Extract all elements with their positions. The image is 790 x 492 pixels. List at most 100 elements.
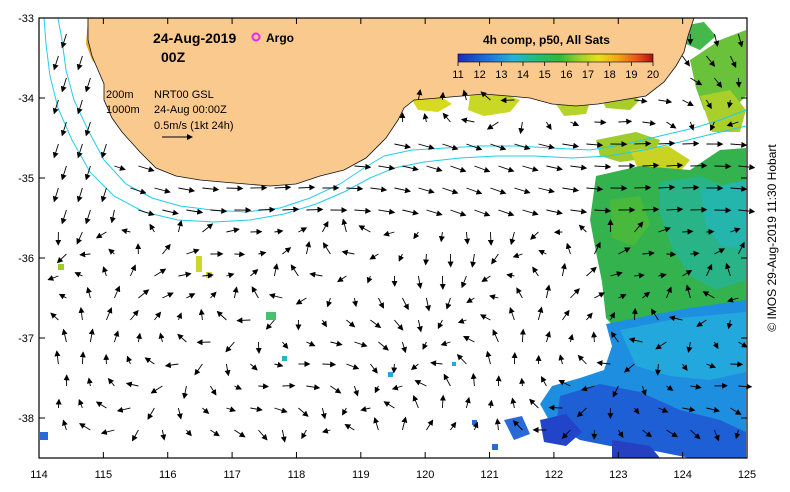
product-name: NRT00 GSL [154, 89, 214, 101]
current-vector [537, 306, 544, 321]
sst-patch [700, 90, 746, 132]
current-vector [418, 143, 435, 150]
current-vector [52, 55, 59, 71]
x-tick-label: 115 [95, 469, 113, 481]
current-vector [147, 407, 155, 420]
current-vector [425, 297, 431, 312]
current-vector [52, 187, 59, 203]
x-tick-label: 116 [159, 469, 177, 481]
current-vector [485, 350, 492, 365]
current-vector [594, 119, 607, 126]
current-vector [107, 377, 115, 387]
current-vector [682, 406, 696, 413]
current-vector [373, 417, 380, 431]
current-vector [514, 187, 531, 195]
contour-label-200m: 200m [106, 89, 134, 101]
current-vector [295, 297, 307, 305]
current-vector [481, 275, 491, 283]
current-vector [634, 184, 652, 191]
current-vector [470, 253, 477, 268]
current-vector [443, 373, 451, 387]
argo-legend-label: Argo [266, 31, 294, 45]
current-vector [383, 401, 395, 409]
current-vector [730, 407, 742, 415]
current-vector [498, 209, 515, 217]
current-vector [545, 331, 551, 343]
current-vector [738, 208, 756, 215]
current-vector [149, 223, 156, 233]
current-vector [690, 429, 701, 440]
current-vector [76, 143, 83, 159]
current-vector [737, 241, 745, 255]
current-vector [618, 293, 627, 300]
current-vector [682, 55, 690, 67]
current-vector [322, 361, 337, 368]
current-vector [570, 288, 580, 299]
current-vector [76, 187, 83, 203]
current-vector [586, 266, 597, 277]
current-vector [76, 55, 83, 71]
current-vector [586, 141, 604, 148]
current-vector [370, 363, 378, 374]
current-vector [76, 99, 83, 115]
current-vector [522, 209, 539, 216]
current-vector [562, 309, 570, 321]
current-vector [236, 317, 251, 324]
current-vector [442, 112, 451, 123]
current-vector [641, 385, 647, 396]
current-vector [402, 209, 419, 216]
current-vector [609, 311, 615, 321]
current-vector [423, 253, 430, 266]
sst-speck [282, 356, 287, 361]
current-vector [546, 209, 563, 216]
current-vector [121, 228, 131, 235]
current-vector [162, 292, 174, 299]
current-vector [690, 383, 702, 390]
current-vector [426, 209, 443, 217]
current-vector [576, 407, 587, 418]
current-vector [84, 165, 91, 181]
current-vector [60, 165, 67, 181]
current-vector [530, 231, 539, 240]
current-vector [178, 187, 196, 193]
y-tick-label: -36 [18, 253, 34, 265]
current-vector [226, 272, 235, 279]
current-vector [84, 77, 91, 93]
current-vector [234, 429, 246, 438]
current-vector [88, 328, 95, 343]
current-vector [61, 328, 68, 343]
current-vector [682, 184, 700, 191]
current-vector [512, 420, 523, 431]
x-tick-label: 114 [30, 469, 48, 481]
current-vector [60, 33, 67, 49]
current-vector [466, 143, 483, 151]
current-vector [706, 228, 715, 235]
current-vector [422, 341, 428, 350]
current-vector [438, 231, 445, 243]
current-vector [298, 184, 316, 191]
current-vector [100, 429, 115, 435]
current-vector [354, 341, 368, 348]
current-vector [570, 208, 588, 215]
current-vector [182, 385, 188, 400]
current-vector [154, 187, 171, 194]
current-vector [642, 429, 653, 438]
current-vector [462, 89, 469, 101]
current-vector [226, 406, 236, 413]
current-vector [570, 120, 580, 127]
current-vector [56, 253, 67, 264]
x-tick-label: 121 [480, 469, 498, 481]
current-vector [578, 224, 587, 233]
current-vector [280, 429, 287, 443]
sst-speck [58, 264, 64, 270]
current-vector [341, 407, 348, 416]
y-tick-label: -33 [18, 13, 34, 25]
current-vector [413, 231, 420, 240]
current-vector [401, 416, 408, 431]
current-vector [226, 185, 244, 192]
sst-patch-green [610, 196, 650, 246]
current-vector [734, 429, 741, 440]
current-vector [642, 291, 651, 299]
current-vector [210, 385, 217, 396]
current-vector [418, 187, 435, 194]
